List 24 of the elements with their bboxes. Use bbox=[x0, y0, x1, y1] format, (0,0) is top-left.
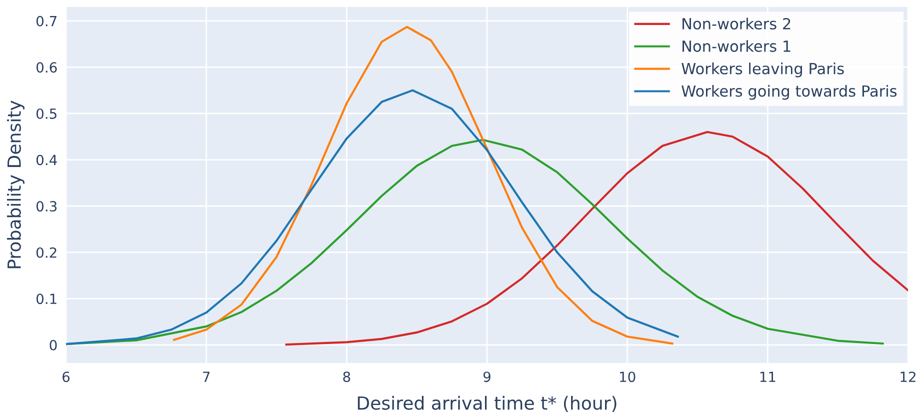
y-tick-label: 0.2 bbox=[36, 247, 56, 258]
x-tick-label: 6 bbox=[62, 372, 70, 382]
y-tick-label: 0.6 bbox=[36, 62, 57, 73]
y-tick-label: 0.1 bbox=[36, 294, 56, 304]
y-tick-label: 0.4 bbox=[36, 154, 57, 166]
line-series bbox=[66, 89, 679, 346]
x-tick-label: 10 bbox=[620, 372, 636, 382]
y-tick-label: 0.5 bbox=[36, 108, 56, 119]
x-tick-label: 7 bbox=[203, 372, 210, 382]
x-tick-label: 9 bbox=[483, 372, 490, 382]
y-tick-label: 0.3 bbox=[36, 201, 57, 212]
line-series bbox=[173, 26, 674, 345]
x-tick-label: 11 bbox=[760, 372, 776, 382]
y-tick-label: 0.7 bbox=[36, 16, 56, 26]
legend-label: Non-workers 2 bbox=[682, 18, 790, 30]
x-tick-label: 8 bbox=[343, 372, 350, 382]
legend-label: Non-workers 1 bbox=[682, 40, 790, 52]
y-tick-label: 0 bbox=[50, 340, 57, 350]
x-tick-label: 12 bbox=[900, 372, 916, 382]
line-series bbox=[285, 130, 908, 346]
y-axis-title: Probability Density bbox=[6, 100, 24, 268]
legend-label: Workers leaving Paris bbox=[682, 62, 844, 78]
x-axis-title: Desired arrival time t* (hour) bbox=[358, 396, 616, 412]
legend-label: Workers going towards Paris bbox=[682, 84, 897, 100]
